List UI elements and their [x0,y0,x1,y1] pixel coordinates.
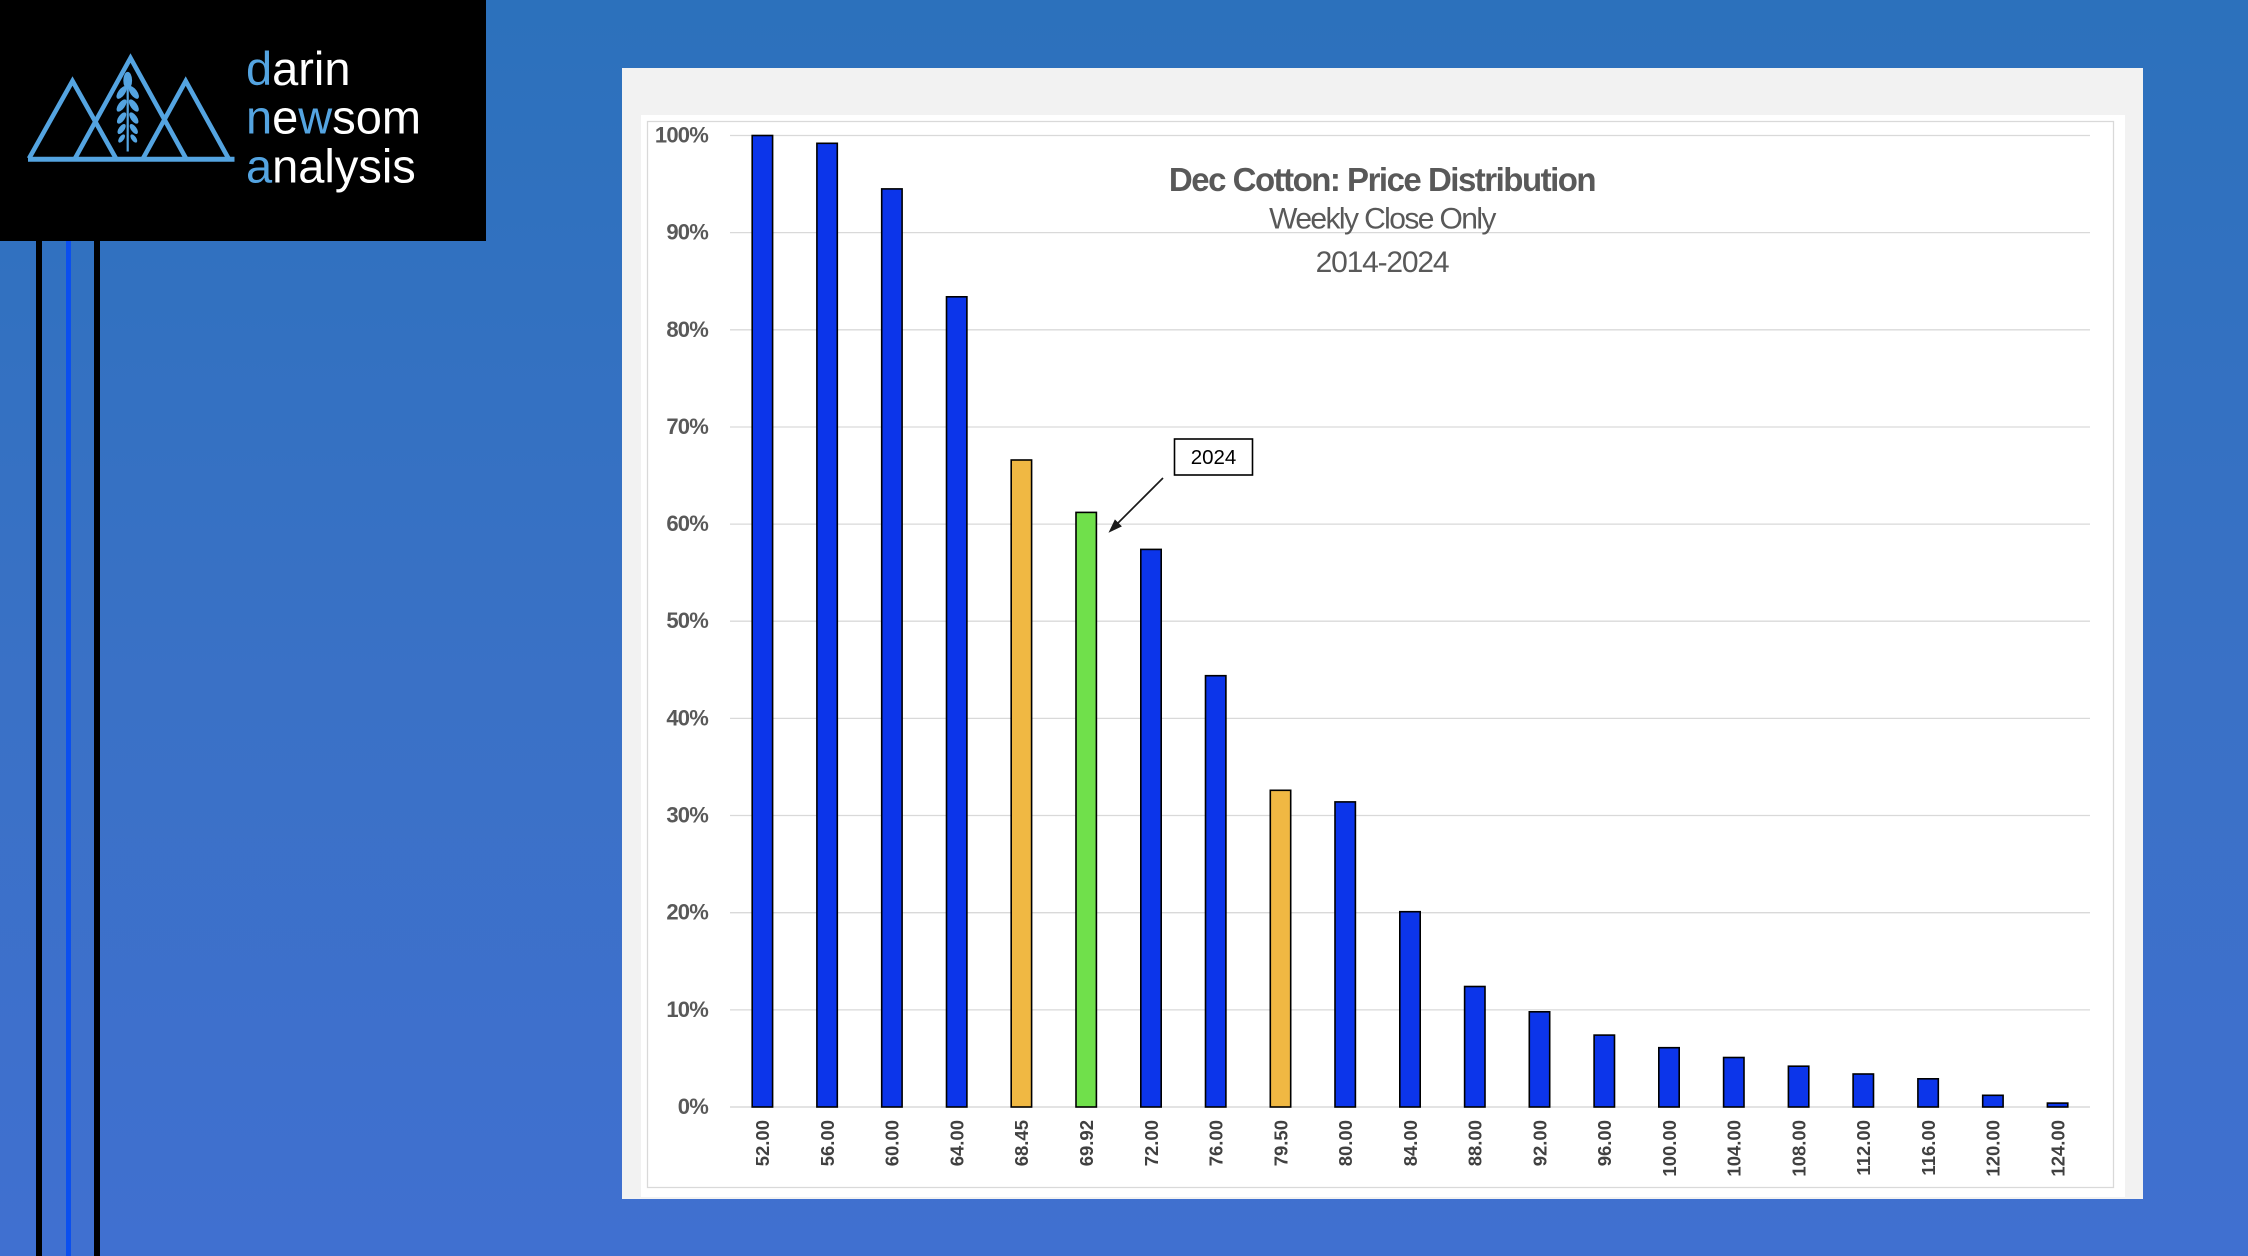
svg-text:112.00: 112.00 [1853,1120,1874,1176]
svg-text:64.00: 64.00 [947,1120,968,1166]
svg-text:92.00: 92.00 [1529,1120,1550,1166]
svg-text:72.00: 72.00 [1141,1120,1162,1166]
svg-text:40%: 40% [666,705,708,730]
svg-text:2024: 2024 [1191,446,1237,469]
svg-text:50%: 50% [666,608,708,633]
svg-text:100.00: 100.00 [1659,1120,1680,1177]
svg-text:10%: 10% [666,997,708,1022]
svg-text:newsom: newsom [246,91,421,144]
svg-text:Weekly Close Only: Weekly Close Only [1269,203,1496,236]
svg-text:88.00: 88.00 [1465,1120,1486,1166]
svg-text:90%: 90% [666,220,708,245]
svg-text:79.50: 79.50 [1270,1120,1291,1166]
svg-text:darin: darin [246,42,351,95]
svg-text:76.00: 76.00 [1206,1120,1227,1166]
svg-text:84.00: 84.00 [1400,1120,1421,1166]
svg-text:100%: 100% [655,123,708,148]
svg-text:20%: 20% [666,900,708,925]
svg-text:96.00: 96.00 [1594,1120,1615,1166]
svg-text:2014-2024: 2014-2024 [1316,246,1449,279]
svg-text:120.00: 120.00 [1983,1120,2004,1177]
svg-text:56.00: 56.00 [817,1120,838,1166]
svg-text:52.00: 52.00 [752,1120,773,1166]
svg-text:70%: 70% [666,414,708,439]
svg-text:80%: 80% [666,317,708,342]
svg-text:69.92: 69.92 [1076,1120,1097,1166]
svg-text:30%: 30% [666,803,708,828]
svg-text:80.00: 80.00 [1335,1120,1356,1166]
svg-text:60%: 60% [666,511,708,536]
svg-text:60.00: 60.00 [882,1120,903,1166]
svg-text:Dec Cotton: Price Distribution: Dec Cotton: Price Distribution [1169,161,1596,198]
svg-text:108.00: 108.00 [1788,1120,1809,1177]
svg-text:68.45: 68.45 [1011,1120,1032,1166]
svg-text:0%: 0% [678,1094,708,1119]
svg-text:104.00: 104.00 [1724,1120,1745,1177]
svg-text:analysis: analysis [246,139,416,192]
svg-text:124.00: 124.00 [2047,1120,2068,1177]
svg-text:116.00: 116.00 [1918,1120,1939,1176]
